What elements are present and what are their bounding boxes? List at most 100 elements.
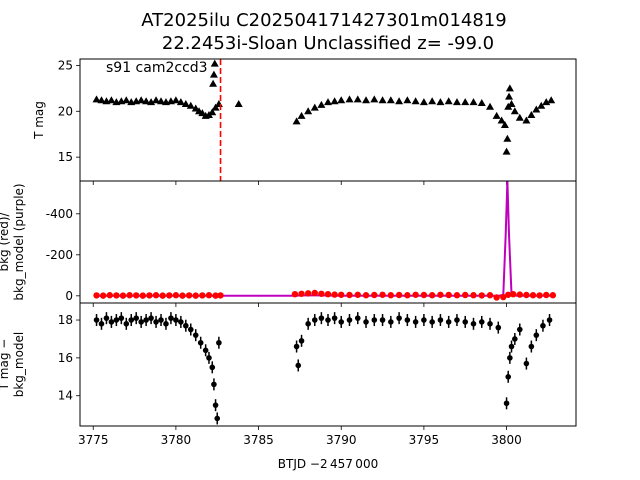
diff-point [295, 362, 302, 369]
diff-point [462, 319, 469, 325]
sector-camera-annotation: s91 cam2ccd3 [106, 60, 208, 76]
bkg-point [412, 291, 419, 298]
bkg-point [486, 292, 494, 299]
diff-point [128, 317, 135, 323]
bkg-point [298, 290, 305, 297]
diff-point [133, 315, 140, 321]
diff-point [211, 381, 217, 388]
bkg-point [387, 292, 395, 299]
bkg-ytick-label: 0 [65, 289, 73, 303]
bkg-point [119, 292, 127, 299]
tmag-point [452, 98, 461, 106]
tmag-point [502, 147, 511, 155]
diff-point [346, 317, 353, 323]
tmag-point [503, 134, 512, 142]
bkg-point [146, 292, 153, 299]
bkg-point [159, 292, 166, 299]
bkg-point [133, 292, 140, 299]
tmag-point [214, 99, 223, 107]
bkg-point [106, 292, 113, 299]
bkg-point [192, 292, 199, 299]
bkg-point [311, 289, 318, 297]
diff-point [388, 319, 394, 325]
bkg-point [331, 291, 338, 298]
tmag-point [310, 103, 319, 111]
bkg-point [126, 292, 133, 299]
diff-axes-frame [79, 302, 577, 427]
bkg-point [304, 290, 312, 297]
bkg-point [379, 291, 386, 298]
tmag-point [362, 96, 371, 104]
bkg-point [212, 292, 219, 299]
tmag-point [547, 96, 556, 104]
tmag-point [324, 98, 332, 106]
bkg-point [291, 290, 299, 298]
tmag-point [537, 101, 546, 109]
tmag-point [403, 96, 412, 104]
chart-title-line2: 22.2453i-Sloan Unclassified z= -99.0 [162, 33, 494, 54]
diff-point [540, 322, 546, 329]
diff-point [505, 374, 512, 380]
tmag-panel: 15 20 25 T mag s91 cam2ccd3 [32, 58, 577, 185]
diff-point [528, 343, 535, 350]
bkg-point [445, 291, 452, 299]
diff-point [148, 315, 154, 321]
tmag-point [505, 92, 514, 100]
bkg-point [549, 292, 557, 299]
tmag-point [411, 97, 420, 105]
diff-ytick-label: 14 [58, 389, 73, 403]
bkg-point [493, 294, 500, 301]
tmag-ytick-label: 20 [58, 104, 73, 118]
bkg-point [478, 292, 485, 299]
diff-point [412, 319, 419, 325]
tmag-point [542, 98, 551, 106]
bkg-point [185, 292, 193, 299]
diff-point [338, 319, 345, 325]
bkg-point [505, 291, 512, 298]
tmag-ytick-label: 25 [58, 58, 73, 72]
bkg-point [179, 292, 186, 299]
diff-point [158, 317, 164, 323]
diff-point [305, 321, 311, 327]
diff-plot-area [93, 312, 553, 425]
tmag-point [330, 97, 339, 105]
bkg-point [324, 290, 332, 298]
tmag-point [304, 107, 313, 115]
tmag-point [461, 98, 470, 106]
diff-point [113, 317, 120, 323]
diff-point [512, 336, 518, 342]
diff-point [153, 319, 159, 325]
tmag-point [211, 103, 220, 111]
tmag-point [337, 96, 346, 104]
bkg-point [166, 292, 173, 299]
tmag-point [497, 116, 506, 124]
diff-point [331, 315, 338, 321]
tmag-point [353, 95, 362, 103]
bkg-point [217, 292, 224, 299]
bkg-point [509, 290, 517, 298]
tmag-point [122, 96, 131, 104]
diff-ytick-label: 18 [58, 313, 73, 327]
xtick-label: 3795 [409, 433, 440, 447]
tmag-point [181, 99, 190, 107]
diff-point [103, 315, 110, 321]
tmag-point [297, 111, 306, 119]
tmag-point [210, 59, 219, 67]
tmag-point [505, 84, 514, 92]
diff-point [108, 319, 115, 325]
diff-point [123, 321, 130, 327]
bkg-axes-frame [79, 180, 577, 304]
tmag-point [176, 98, 185, 106]
tmag-point [209, 79, 218, 87]
tmag-point [522, 116, 531, 124]
diff-point [178, 319, 184, 325]
diff-point [214, 415, 221, 422]
tmag-point [444, 97, 453, 105]
bkg-point [93, 292, 100, 299]
diff-y-axis-label-line1: T mag − [0, 339, 11, 392]
bkg-point [152, 292, 160, 299]
tmag-point [500, 121, 509, 129]
diff-point [325, 317, 331, 323]
bkg-point [99, 292, 107, 299]
